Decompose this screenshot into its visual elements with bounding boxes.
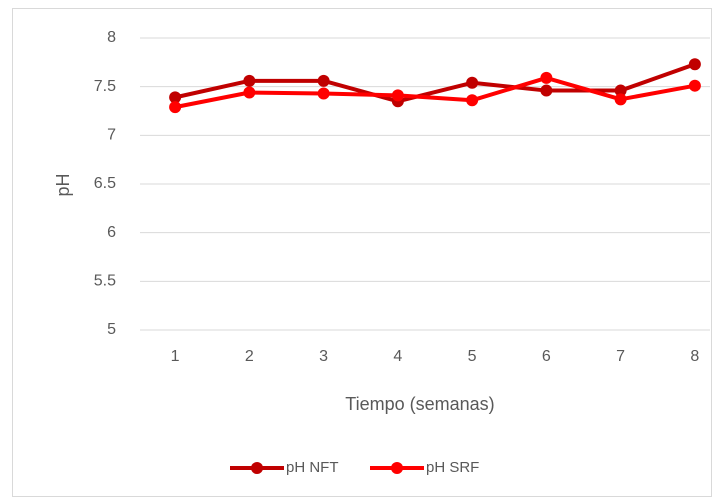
x-tick-label: 3 [319,348,328,365]
data-point [688,58,701,71]
y-tick-label: 6.5 [94,175,116,192]
data-point [540,71,553,84]
y-tick-label: 5 [107,321,116,338]
x-tick-label: 1 [171,348,180,365]
series-line [174,75,696,110]
data-point [243,74,256,87]
y-tick-label: 7 [107,127,116,144]
legend-label: pH SRF [426,459,479,476]
data-point [466,94,479,107]
x-axis-title: Tiempo (semanas) [345,394,494,414]
data-point [317,74,330,87]
data-point [169,101,182,114]
x-tick-label: 6 [542,348,551,365]
x-tick-label: 7 [616,348,625,365]
x-tick-label: 4 [393,348,402,365]
data-point [540,84,553,97]
y-tick-label: 7.5 [94,78,116,95]
chart-frame [12,8,712,497]
data-point [391,89,404,102]
x-tick-label: 8 [690,348,699,365]
legend-marker [251,462,263,474]
data-point [466,76,479,89]
legend-marker [391,462,403,474]
x-tick-label: 2 [245,348,254,365]
data-point [614,84,627,97]
data-point [317,87,330,100]
legend-item: pH SRF [370,459,479,476]
data-point [169,91,182,104]
y-tick-label: 6 [107,224,116,241]
data-point [614,93,627,106]
x-tick-label: 5 [468,348,477,365]
legend-item: pH NFT [230,459,339,476]
legend-label: pH NFT [286,459,339,476]
data-point [243,86,256,99]
data-point [688,79,701,92]
series-line [174,62,696,104]
y-axis-title: pH [53,173,73,196]
y-tick-label: 5.5 [94,273,116,290]
y-tick-label: 8 [107,29,116,46]
